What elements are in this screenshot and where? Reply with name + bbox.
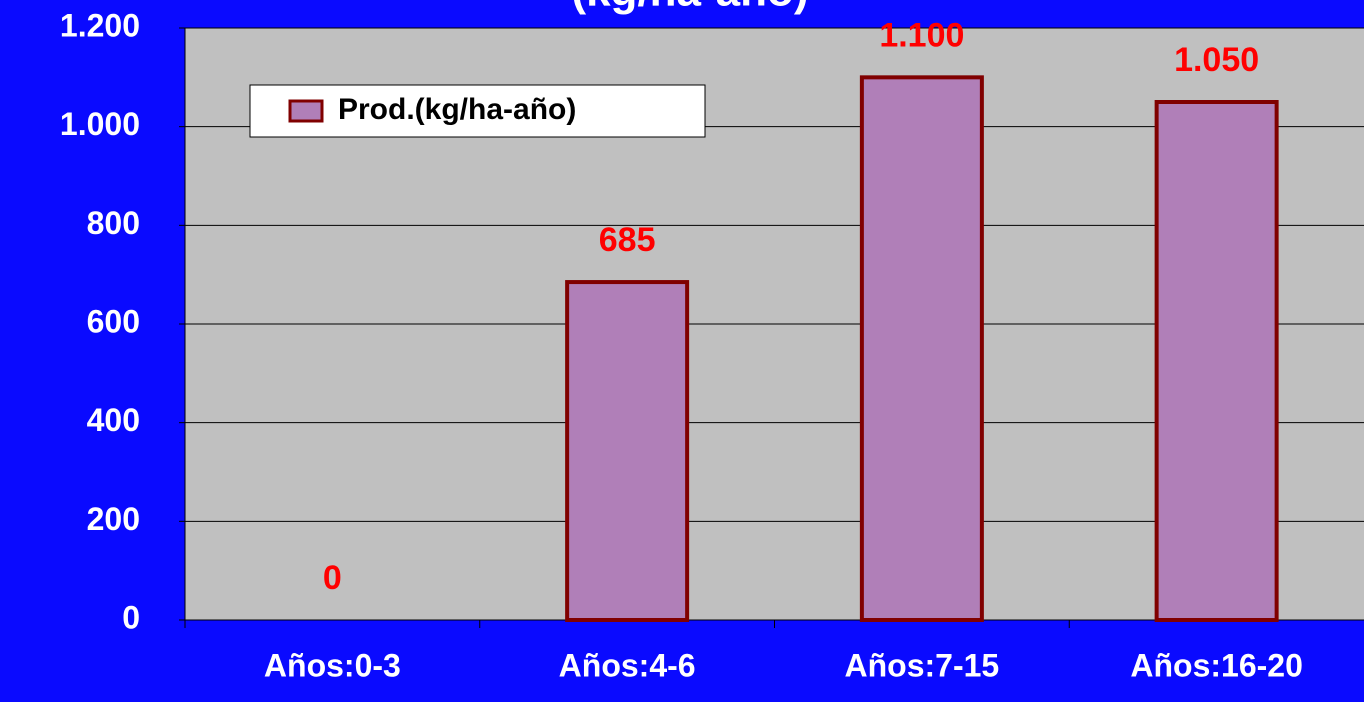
x-tick-label: Años:16-20	[1130, 647, 1303, 683]
y-tick-label: 600	[87, 303, 140, 339]
data-label: 1.050	[1174, 41, 1259, 79]
data-label: 685	[599, 221, 656, 259]
y-tick-label: 800	[87, 205, 140, 241]
chart-title: (kg/ha-año)	[571, 0, 808, 16]
bar	[565, 280, 690, 622]
x-tick-label: Años:0-3	[264, 647, 401, 683]
bar	[859, 75, 984, 623]
legend-box	[249, 84, 706, 138]
y-tick-label: 1.000	[60, 106, 140, 142]
y-tick-label: 0	[122, 599, 140, 635]
y-tick-label: 1.200	[60, 7, 140, 43]
x-tick-label: Años:7-15	[845, 647, 1000, 683]
legend-label: Prod.(kg/ha-año)	[338, 93, 576, 126]
legend-swatch	[288, 99, 324, 123]
y-tick-label: 400	[87, 402, 140, 438]
data-label: 1.100	[879, 16, 964, 54]
y-tick-label: 200	[87, 501, 140, 537]
bar	[1154, 100, 1279, 622]
x-tick-label: Años:4-6	[559, 647, 696, 683]
data-label: 0	[323, 559, 342, 597]
